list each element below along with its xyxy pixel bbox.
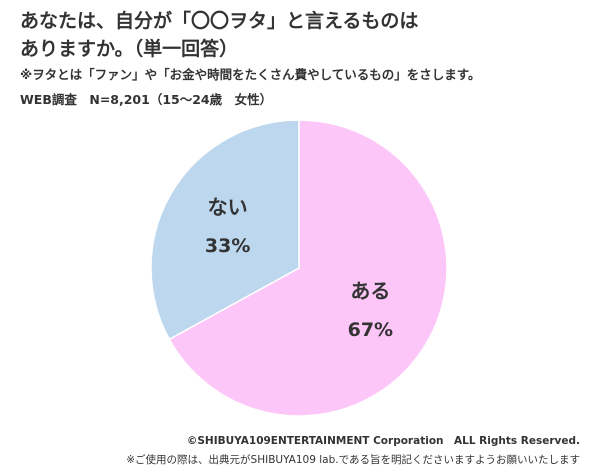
copyright-notice: ©SHIBUYA109ENTERTAINMENT Corporation ALL…: [186, 435, 580, 447]
survey-info: WEB調査 N=8,201（15～24歳 女性）: [20, 92, 273, 107]
usage-note: ※ご使用の際は、出典元がSHIBUYA109 lab.である旨を明記くださいます…: [126, 454, 580, 466]
slice-label-1: ない: [208, 195, 248, 219]
pie-slice-1: [150, 119, 300, 341]
chart-title-line-2: ありますか。（単一回答）: [20, 38, 239, 60]
slice-value-label-0: 67%: [348, 319, 393, 341]
slice-label-0: ある: [350, 279, 390, 303]
pie-slice-0: [168, 119, 448, 417]
slice-value-label-1: 33%: [205, 235, 250, 257]
chart-title-line-1: あなたは、自分が「〇〇ヲタ」と言えるものは: [20, 10, 419, 32]
definition-note: ※ヲタとは「ファン」や「お金や時間をたくさん費やしているもの」をさします。: [20, 67, 481, 82]
